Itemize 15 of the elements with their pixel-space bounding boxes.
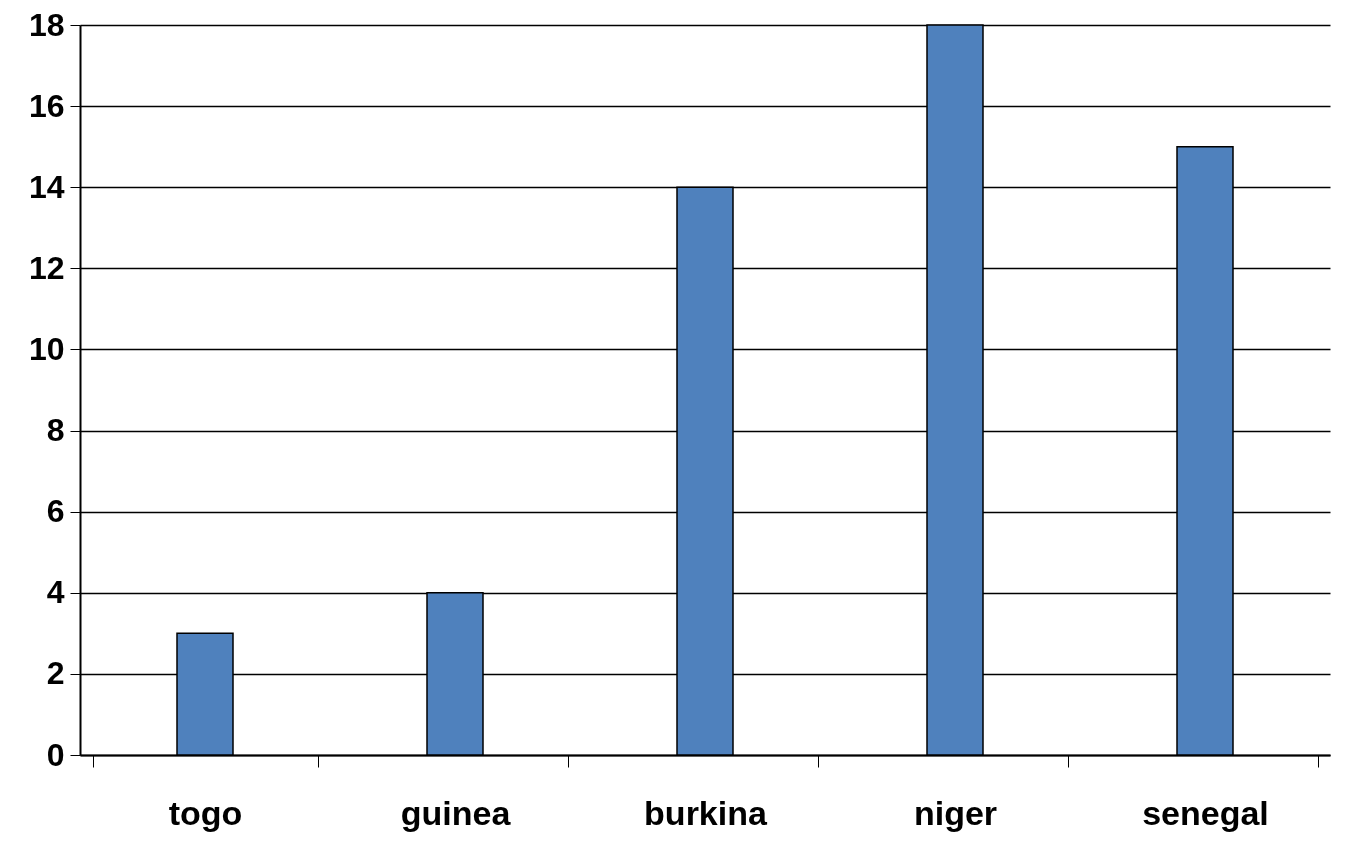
y-tick-label: 6 [46,493,65,530]
y-tick-label: 18 [28,6,65,43]
x-tick-label: niger [913,793,998,832]
y-tick-label: 16 [28,87,65,124]
x-tick-label: senegal [1142,793,1269,832]
x-tick-label: guinea [400,793,512,832]
x-tick-label: burkina [644,793,768,832]
y-tick-label: 0 [46,736,65,773]
y-tick-label: 2 [46,655,65,692]
y-tick-label: 4 [46,574,65,611]
y-tick-label: 10 [28,330,65,367]
x-tick-label: togo [168,793,243,832]
y-tick-label: 12 [28,249,65,286]
y-tick-label: 8 [46,412,65,449]
y-tick-label: 14 [28,168,65,205]
